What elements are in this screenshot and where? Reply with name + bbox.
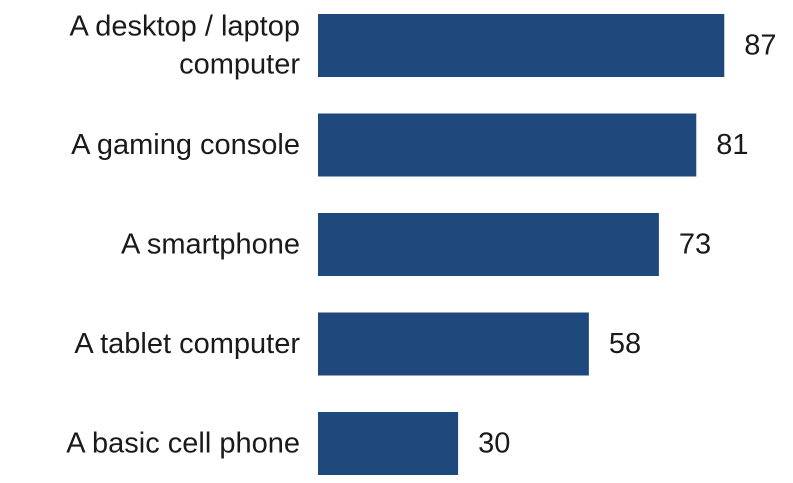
data-labels: 87 81 73 58 30 — [478, 30, 776, 460]
category-labels: A desktop / laptop computer A gaming conso… — [66, 11, 300, 460]
category-label: A desktop / laptop — [69, 11, 300, 43]
category-label: A smartphone — [121, 229, 300, 261]
bar — [318, 14, 725, 77]
bars — [318, 14, 725, 475]
data-label: 81 — [716, 129, 748, 161]
bar — [318, 113, 697, 177]
data-label: 73 — [679, 229, 711, 261]
category-label: computer — [179, 49, 300, 81]
category-label: A tablet computer — [74, 328, 300, 360]
bar — [318, 312, 589, 376]
data-label: 87 — [744, 30, 776, 62]
data-label: 58 — [609, 328, 641, 360]
category-label: A gaming console — [71, 129, 300, 161]
bar — [318, 213, 659, 276]
category-label: A basic cell phone — [66, 428, 300, 460]
data-label: 30 — [478, 428, 510, 460]
bar — [318, 412, 459, 475]
